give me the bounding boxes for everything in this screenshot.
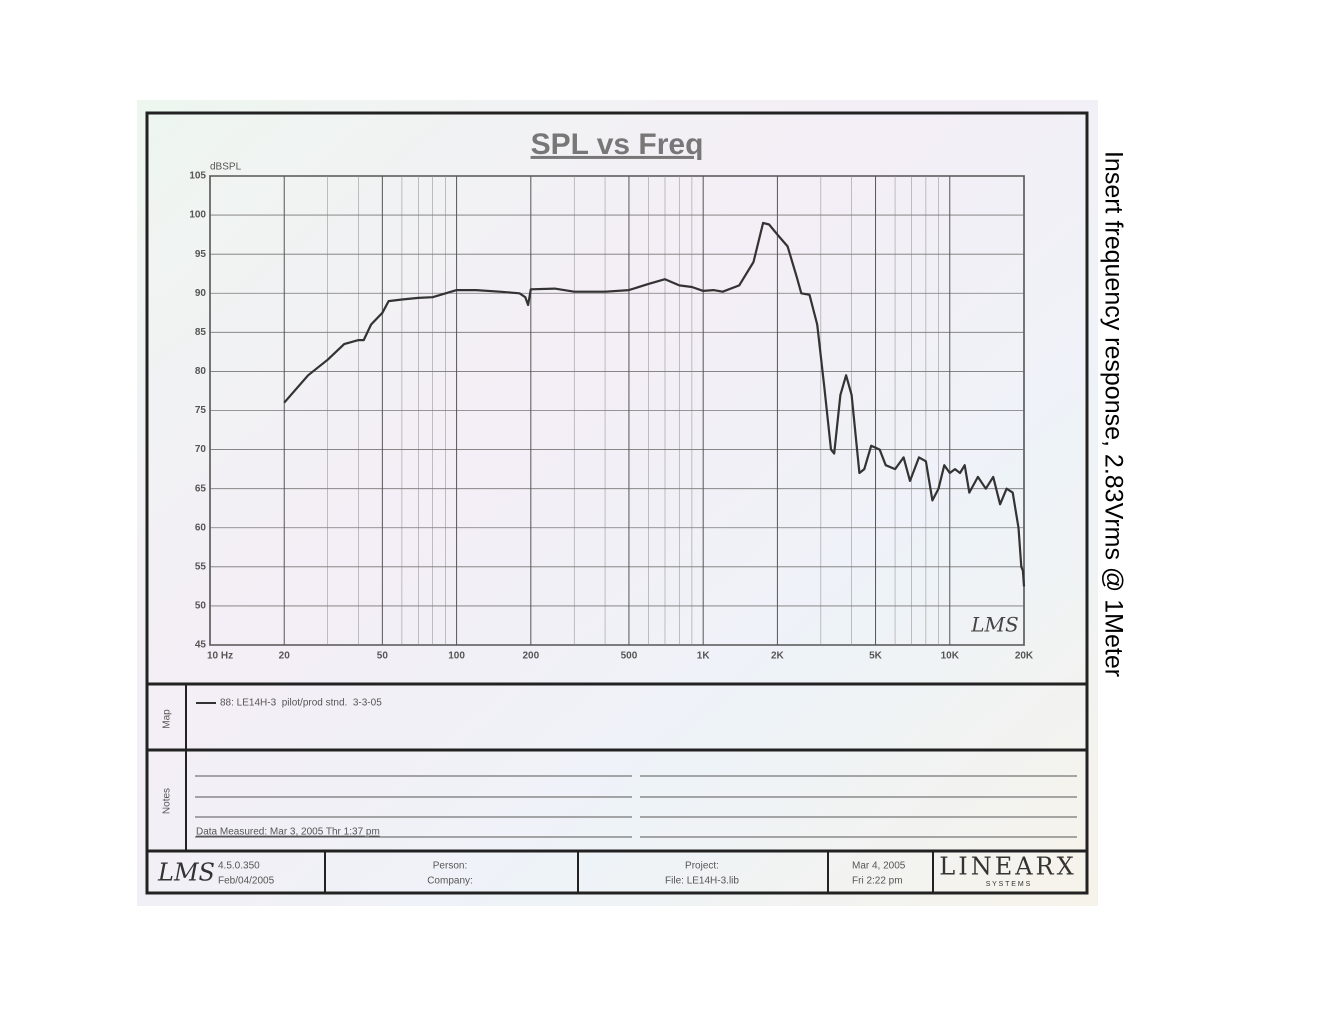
company: Company: [427, 876, 473, 887]
x-tick-label: 200 [522, 651, 539, 662]
time: Fri 2:22 pm [852, 876, 903, 887]
y-tick-label: 80 [195, 366, 207, 377]
x-tick-label: 500 [621, 651, 638, 662]
x-tick-label: 20K [1015, 651, 1034, 662]
y-axis-label: dBSPL [210, 162, 242, 173]
y-tick-label: 65 [195, 483, 207, 494]
person: Person: [433, 861, 467, 872]
y-tick-label: 70 [195, 444, 207, 455]
section-label: Notes [162, 788, 173, 814]
data-line [283, 221, 1026, 587]
x-tick-label: 1K [697, 651, 711, 662]
x-tick-label: 10K [941, 651, 960, 662]
chart-title: SPL vs Freq [531, 128, 704, 161]
x-tick-label: 20 [279, 651, 291, 662]
section-label: Map [162, 709, 173, 729]
y-tick-label: 100 [189, 210, 206, 221]
y-tick-label: 75 [195, 405, 207, 416]
file: File: LE14H-3.lib [665, 876, 739, 887]
brand: LINEARX [939, 853, 1076, 881]
y-tick-label: 60 [195, 522, 207, 533]
x-tick-label: 2K [771, 651, 785, 662]
logo: LMS [157, 859, 215, 887]
brand-sub: S Y S T E M S [986, 881, 1031, 888]
watermark: LMS [970, 613, 1018, 637]
y-tick-label: 85 [195, 327, 207, 338]
y-tick-label: 50 [195, 601, 207, 612]
y-tick-label: 45 [195, 640, 207, 651]
x-tick-label: 100 [448, 651, 465, 662]
y-tick-label: 90 [195, 288, 207, 299]
project: Project: [685, 861, 719, 872]
y-tick-label: 105 [189, 171, 206, 182]
scan-background [137, 100, 1098, 906]
x-tick-label: 10 Hz [207, 651, 233, 662]
build-date: Feb/04/2005 [218, 876, 275, 887]
side-note: Insert frequency response, 2.83Vrms @ 1M… [1099, 151, 1127, 677]
footer-dividers [324, 851, 934, 893]
legend-entry: 88: LE14H-3 pilot/prod stnd. 3-3-05 [220, 698, 382, 709]
frame [145, 111, 1089, 895]
x-tick-label: 5K [869, 651, 883, 662]
y-tick-label: 95 [195, 249, 207, 260]
notes-text: Data Measured: Mar 3, 2005 Thr 1:37 pm [196, 827, 380, 838]
x-tick-label: 50 [377, 651, 389, 662]
version: 4.5.0.350 [218, 861, 260, 872]
note-lines [195, 775, 1077, 838]
date: Mar 4, 2005 [852, 861, 906, 872]
y-tick-label: 55 [195, 561, 207, 572]
